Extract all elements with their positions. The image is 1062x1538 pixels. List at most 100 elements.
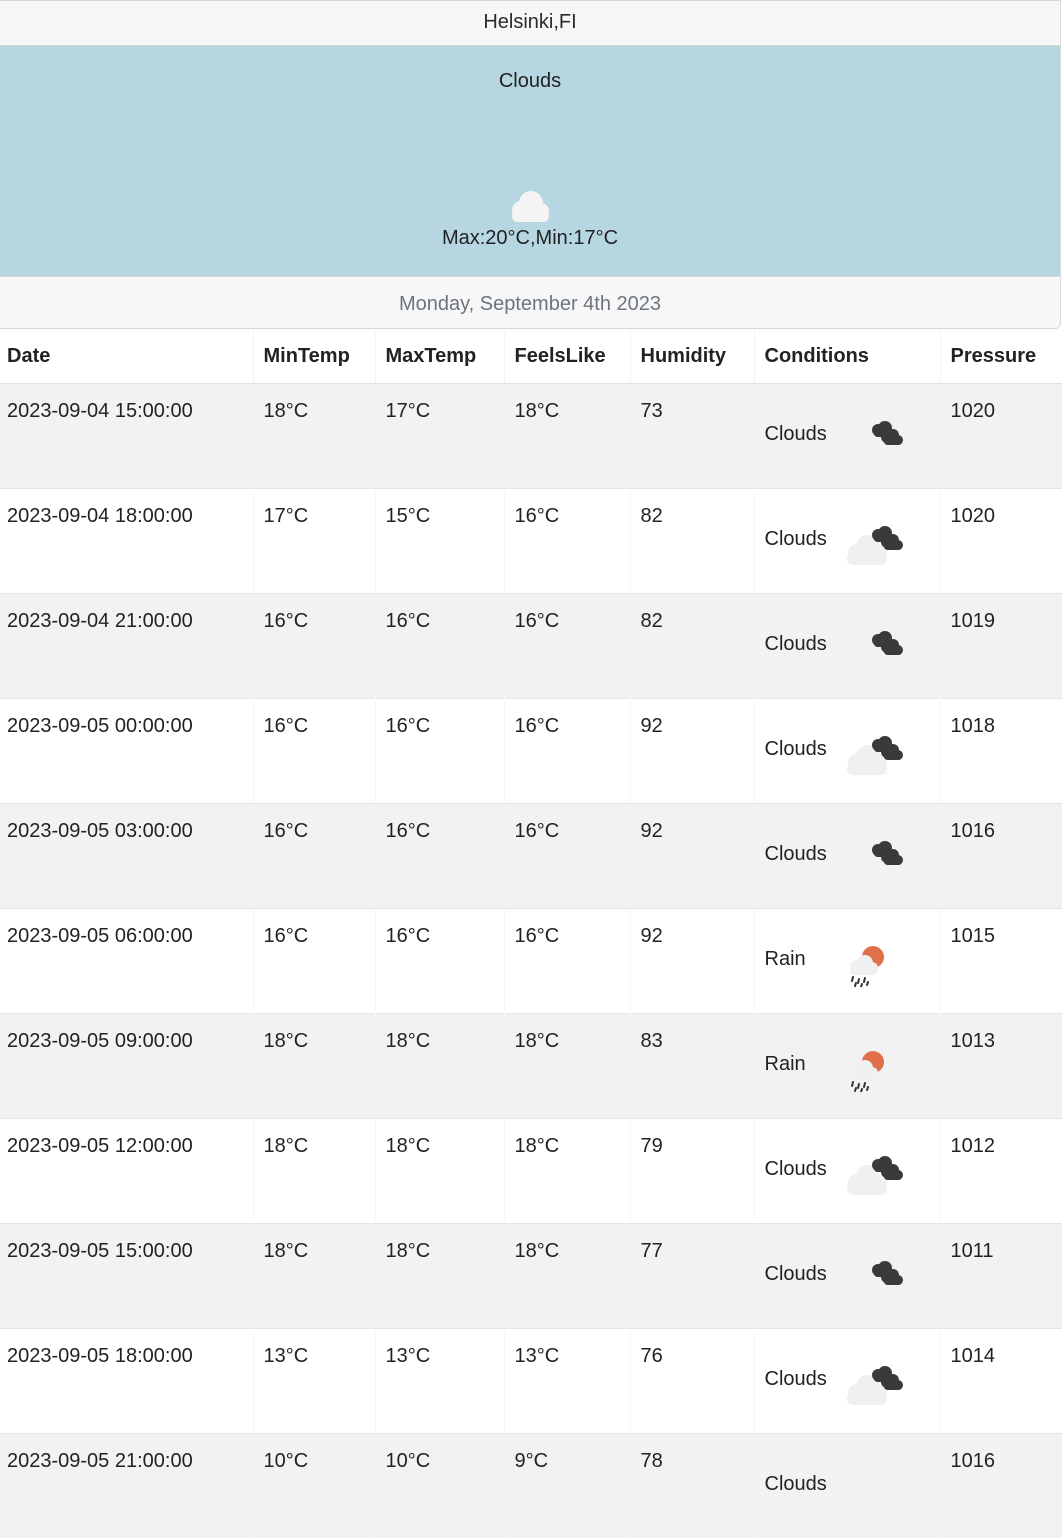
cell-humidity: 76: [630, 1327, 755, 1433]
cell-maxtemp: 18°C: [375, 1012, 505, 1118]
cell-conditions: Clouds: [754, 1117, 941, 1223]
cell-pressure: 1020: [940, 382, 1062, 488]
cell-maxtemp: 16°C: [375, 907, 505, 1013]
table-row: 2023-09-05 00:00:00 16°C 16°C 16°C 92 Clouds 1…: [0, 697, 1062, 803]
condition-label: Clouds: [764, 842, 827, 865]
cell-mintemp: 18°C: [253, 1222, 376, 1328]
cell-feelslike: 16°C: [504, 487, 631, 593]
cell-humidity: 79: [630, 1117, 755, 1223]
column-header-humidity: Humidity: [630, 331, 755, 384]
table-row: 2023-09-05 03:00:00 16°C 16°C 16°C 92 Clouds 1…: [0, 802, 1062, 908]
table-row: 2023-09-05 15:00:00 18°C 18°C 18°C 77 Clouds 1…: [0, 1222, 1062, 1328]
cell-humidity: 82: [630, 592, 755, 698]
table-row: 2023-09-05 12:00:00 18°C 18°C 18°C 79 Clouds 1…: [0, 1117, 1062, 1223]
condition-label: Clouds: [764, 737, 827, 760]
cell-humidity: 83: [630, 1012, 755, 1118]
cell-mintemp: 16°C: [253, 907, 376, 1013]
condition-label: Clouds: [764, 422, 827, 445]
broken-clouds-icon: [871, 1260, 903, 1285]
cell-humidity: 92: [630, 697, 755, 803]
column-header-maxtemp: MaxTemp: [375, 331, 505, 384]
rain-sun-icon: [849, 945, 884, 987]
cell-mintemp: 17°C: [253, 487, 376, 593]
scattered-clouds-icon: [841, 1462, 905, 1512]
column-header-conditions: Conditions: [754, 331, 941, 384]
cell-date: 2023-09-04 18:00:00: [0, 487, 254, 593]
overcast-clouds-icon: [846, 525, 903, 565]
cell-maxtemp: 16°C: [375, 802, 505, 908]
cell-feelslike: 16°C: [504, 907, 631, 1013]
cell-pressure: 1012: [940, 1117, 1062, 1223]
cell-feelslike: 16°C: [504, 592, 631, 698]
temp-range-text: Max:20°C,Min:17°C: [441, 227, 619, 249]
cell-humidity: 82: [630, 487, 755, 593]
cell-maxtemp: 17°C: [375, 382, 505, 488]
table-row: 2023-09-04 21:00:00 16°C 16°C 16°C 82 Clouds 1…: [0, 592, 1062, 698]
cell-date: 2023-09-05 00:00:00: [0, 697, 254, 803]
cell-mintemp: 10°C: [253, 1432, 376, 1538]
cell-feelslike: 18°C: [504, 382, 631, 488]
broken-clouds-icon: [871, 420, 903, 445]
cell-pressure: 1011: [940, 1222, 1062, 1328]
cell-pressure: 1015: [940, 907, 1062, 1013]
cell-maxtemp: 13°C: [375, 1327, 505, 1433]
current-condition-text: Clouds: [498, 70, 562, 92]
cell-pressure: 1016: [940, 1432, 1062, 1538]
cloud-icon: [512, 191, 549, 222]
cell-conditions: Rain: [754, 907, 941, 1013]
cell-feelslike: 9°C: [504, 1432, 631, 1538]
cell-mintemp: 13°C: [253, 1327, 376, 1433]
cell-pressure: 1020: [940, 487, 1062, 593]
cell-humidity: 77: [630, 1222, 755, 1328]
cell-conditions: Clouds: [754, 382, 941, 488]
cell-conditions: Clouds: [754, 1327, 941, 1433]
column-header-mintemp: MinTemp: [253, 331, 376, 384]
condition-label: Clouds: [764, 1157, 827, 1180]
cell-date: 2023-09-05 09:00:00: [0, 1012, 254, 1118]
city-header: Helsinki,FI: [0, 1, 1060, 46]
condition-label: Clouds: [764, 527, 827, 550]
cell-humidity: 92: [630, 907, 755, 1013]
table-row: 2023-09-04 18:00:00 17°C 15°C 16°C 82 Clouds 1…: [0, 487, 1062, 593]
cell-date: 2023-09-05 12:00:00: [0, 1117, 254, 1223]
date-footer: Monday, September 4th 2023: [0, 277, 1060, 328]
cell-pressure: 1016: [940, 802, 1062, 908]
cell-mintemp: 16°C: [253, 802, 376, 908]
cell-conditions: Rain: [754, 1012, 941, 1118]
cell-humidity: 78: [630, 1432, 755, 1538]
cell-date: 2023-09-04 21:00:00: [0, 592, 254, 698]
cell-feelslike: 13°C: [504, 1327, 631, 1433]
cell-date: 2023-09-05 06:00:00: [0, 907, 254, 1013]
cell-pressure: 1013: [940, 1012, 1062, 1118]
cell-feelslike: 18°C: [504, 1117, 631, 1223]
cell-pressure: 1018: [940, 697, 1062, 803]
cell-mintemp: 18°C: [253, 1012, 376, 1118]
column-header-date: Date: [0, 331, 254, 384]
cell-pressure: 1019: [940, 592, 1062, 698]
cell-date: 2023-09-04 15:00:00: [0, 382, 254, 488]
overcast-clouds-icon: [846, 1365, 903, 1405]
condition-label: Rain: [764, 947, 806, 970]
cell-conditions: Clouds: [754, 1432, 941, 1538]
table-row: 2023-09-05 18:00:00 13°C 13°C 13°C 76 Clouds 1…: [0, 1327, 1062, 1433]
cell-date: 2023-09-05 21:00:00: [0, 1432, 254, 1538]
table-row: 2023-09-05 21:00:00 10°C 10°C 9°C 78 Clouds 10…: [0, 1432, 1062, 1538]
cell-conditions: Clouds: [754, 697, 941, 803]
cell-maxtemp: 16°C: [375, 592, 505, 698]
condition-label: Clouds: [764, 1472, 827, 1495]
condition-label: Rain: [764, 1052, 806, 1075]
cell-date: 2023-09-05 18:00:00: [0, 1327, 254, 1433]
cell-mintemp: 16°C: [253, 592, 376, 698]
forecast-table: Date MinTemp MaxTemp FeelsLike Humidity …: [0, 331, 1062, 1538]
cell-date: 2023-09-05 03:00:00: [0, 802, 254, 908]
cell-conditions: Clouds: [754, 1222, 941, 1328]
cell-humidity: 92: [630, 802, 755, 908]
condition-label: Clouds: [764, 1262, 827, 1285]
condition-label: Clouds: [764, 1367, 827, 1390]
column-header-pressure: Pressure: [940, 331, 1062, 384]
cell-feelslike: 18°C: [504, 1222, 631, 1328]
current-weather-card: Helsinki,FI Clouds Max:20°C,Min:17°C Mon…: [0, 0, 1061, 329]
cell-conditions: Clouds: [754, 592, 941, 698]
cell-conditions: Clouds: [754, 487, 941, 593]
cell-maxtemp: 15°C: [375, 487, 505, 593]
